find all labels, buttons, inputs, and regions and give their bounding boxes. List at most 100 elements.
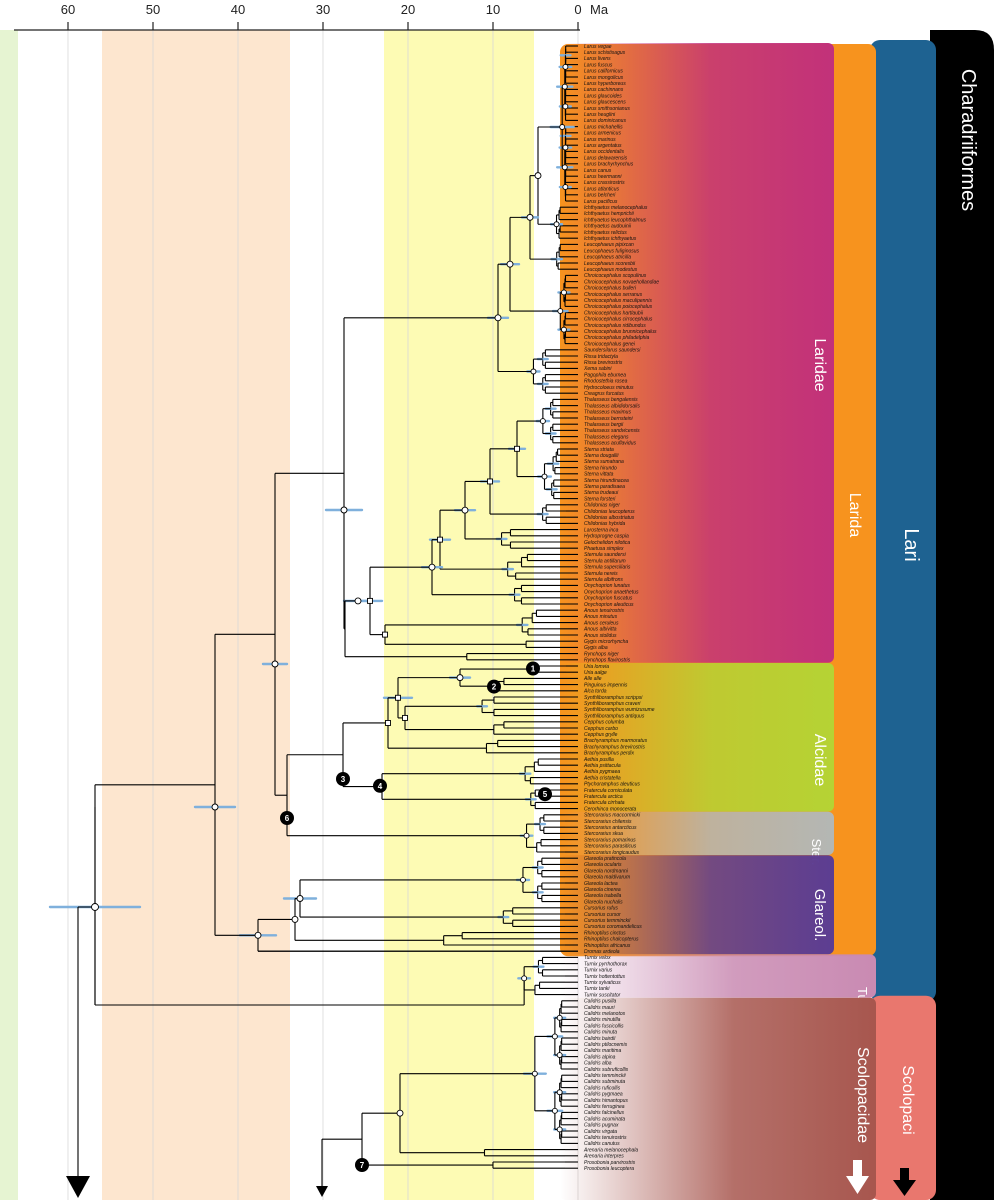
tip-label: Prosobonia leucoptera [584, 1166, 634, 1172]
tip-label: Larus glaucescens [584, 100, 626, 106]
tip-label: Chroicocephalus bulleri [584, 286, 637, 292]
tip-label: Calidris bairdii [584, 1036, 616, 1042]
axis-tick-label: 0 [574, 2, 581, 17]
tip-label: Larus californicus [584, 69, 623, 75]
epoch-bands [0, 30, 534, 1200]
tip-label: Turnix sylvaticus [584, 980, 621, 986]
tip-label: Turnix velox [584, 955, 611, 961]
tip-label: Calidris fuscicollis [584, 1023, 624, 1029]
tip-label: Sterna sumatrana [584, 459, 624, 465]
family-panel [560, 43, 834, 663]
tip-label: Larosterna inca [584, 527, 619, 533]
node-circle [396, 1109, 404, 1117]
tip-label: Calidris mauri [584, 1005, 615, 1011]
tip-label: Brachyramphus brevirostris [584, 744, 645, 750]
node-number: 4 [378, 782, 383, 791]
tip-label: Ichthyaetus leucophthalmus [584, 217, 646, 223]
tip-label: Cursorius coromandelicus [584, 924, 642, 930]
tip-label: Glareola pratincola [584, 856, 626, 862]
tip-label: Rhinoptilus chalcopterus [584, 937, 639, 943]
tip-label: Gygis alba [584, 645, 608, 651]
tip-label: Rynchops niger [584, 651, 619, 657]
tip-label: Phaetusa simplex [584, 546, 624, 552]
tip-label: Thalasseus sandvicensis [584, 428, 640, 434]
tip-label: Ichthyaetus melanocephalus [584, 205, 648, 211]
tip-label: Rynchops flavirostris [584, 658, 631, 664]
tip-label: Stercorarius parasiticus [584, 844, 637, 850]
tip-label: Calidris ptilocnemis [584, 1042, 628, 1048]
node-circle [539, 418, 546, 425]
node-number: 1 [531, 665, 536, 674]
node-number-badge [487, 679, 501, 694]
tip-label: Glareola cinerea [584, 887, 621, 893]
tip-label: Leucophaeus fuliginosus [584, 248, 640, 254]
tip-label: Prosobonia parvirostris [584, 1160, 636, 1166]
tip-label: Glareola nordmanni [584, 868, 629, 874]
family-panel [560, 855, 834, 955]
tip-label: Xema sabini [583, 366, 612, 372]
tip-label: Hydroprogne caspia [584, 534, 629, 540]
node-circle [456, 674, 464, 682]
tip-label: Glareola ocularis [584, 862, 622, 868]
tip-label: Stercorarius skua [584, 831, 623, 837]
tip-label: Rissa brevirostris [584, 360, 623, 366]
tip-label: Stercorarius antarcticus [584, 825, 637, 831]
tip-label: Aethia pygmaea [583, 769, 620, 775]
tip-label: Larus delawarensis [584, 155, 628, 161]
tip-label: Pinguinus impennis [584, 682, 628, 688]
tip-label: Saundersilarus saundersi [584, 348, 641, 354]
tip-label: Larus livens [584, 56, 611, 62]
node-circle [559, 124, 566, 130]
tip-label: Larus vegae [584, 44, 612, 50]
node-circle [271, 660, 279, 668]
family-panel [560, 997, 876, 1200]
suborder-panel-scolopaci [870, 995, 936, 1200]
node-circle [560, 326, 567, 333]
tip-label: Glareola nuchalis [584, 899, 623, 905]
tip-label: Hydrocoloeus minutus [584, 385, 634, 391]
tip-label: Ichthyaetus relictus [584, 230, 627, 236]
tip-label: Ptychoramphus aleuticus [584, 782, 640, 788]
tip-label: Sternula saundersi [584, 552, 627, 558]
tip-label: Larus fuscus [584, 62, 613, 68]
tip-label: Larus pacificus [584, 199, 618, 205]
node-circle [562, 144, 569, 151]
node-circle [562, 184, 569, 191]
tip-label: Synthliboramphus antiquus [584, 713, 645, 719]
tip-label: Larus glaucoides [584, 93, 622, 99]
node-circle [520, 876, 526, 883]
tip-label: Stercorarius chilensis [584, 819, 632, 825]
family-label: Glareol. [811, 889, 828, 942]
node-square [395, 694, 401, 701]
tip-label: Fratercula cirrhata [584, 800, 625, 806]
tip-label: Calidris alba [584, 1061, 612, 1067]
node-square [367, 597, 373, 604]
tip-label: Thalasseus bernsteini [584, 416, 634, 422]
tip-label: Calidris temminckii [584, 1073, 627, 1079]
tip-label: Anous ceruleus [583, 620, 619, 626]
tip-label: Larus cachinnans [584, 87, 624, 93]
tip-label: Larus michahellis [584, 124, 623, 130]
family-panel [560, 663, 834, 812]
tip-label: Anous stolidus [583, 633, 617, 639]
tip-label: Gygis microrhyncha [584, 639, 628, 645]
tip-label: Calidris falcinellus [584, 1110, 625, 1116]
tip-label: Glareola lactea [584, 881, 618, 887]
tip-label: Cursorius cursor [584, 912, 621, 918]
node-circle [296, 895, 304, 902]
tip-label: Arenaria melanocephala [583, 1147, 638, 1153]
tip-label: Rhinoptilus africanus [584, 943, 631, 949]
tip-label: Calidris ruficollis [584, 1085, 621, 1091]
node-number-badge [373, 778, 387, 793]
tip-label: Larus marinus [584, 137, 616, 143]
epoch-band-miocene [384, 30, 534, 1200]
node-number: 7 [360, 1161, 365, 1170]
tip-label: Larus armenicus [584, 131, 621, 137]
node-circle [534, 172, 542, 180]
tip-label: Sterna paradisaea [584, 484, 625, 490]
tip-label: Sterna trudeaui [584, 490, 619, 496]
tip-label: Calidris pusilla [584, 999, 616, 1005]
tip-label: Calidris minuta [584, 1030, 617, 1036]
epoch-band-eocene [102, 30, 290, 1200]
node-markers: 1 2 5 4 3 6 7 [91, 63, 569, 1172]
